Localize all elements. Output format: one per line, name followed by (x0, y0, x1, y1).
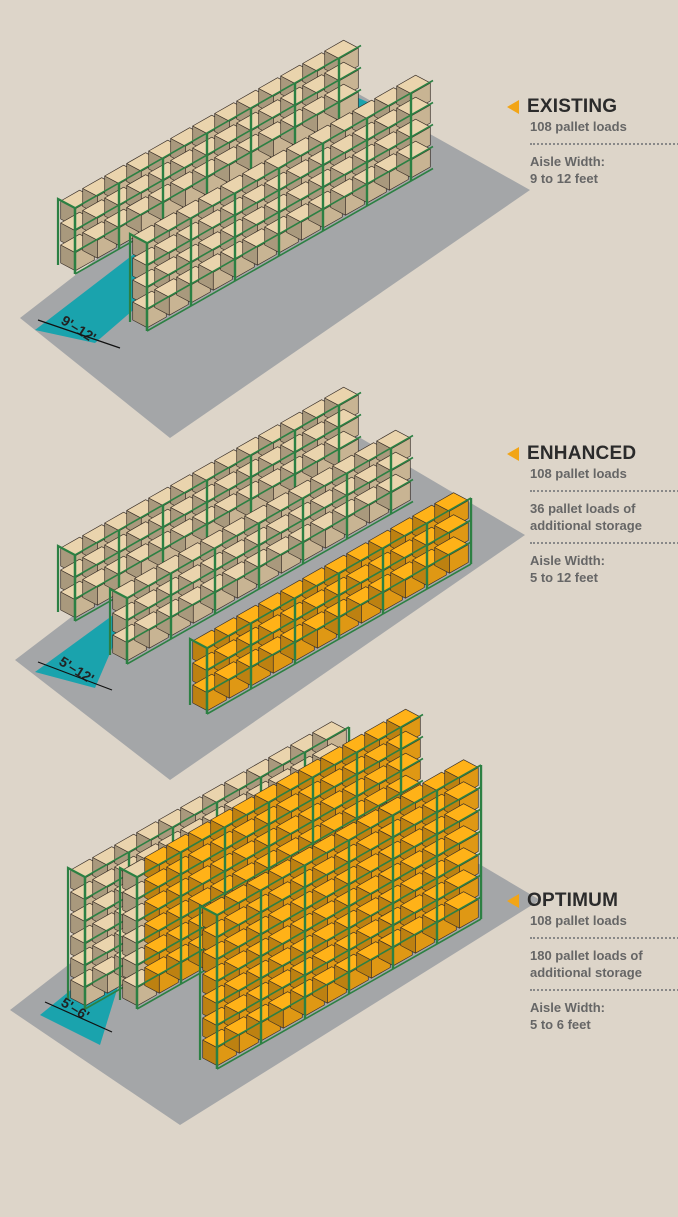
rack-beam (74, 391, 362, 556)
optimum-additional-2: additional storage (530, 965, 642, 980)
rack-beam (216, 874, 482, 1026)
enhanced-panel: ENHANCED 108 pallet loads 36 pallet load… (507, 443, 678, 586)
enhanced-additional-1: 36 pallet loads of (530, 501, 636, 516)
aisle-width-arrow (37, 319, 121, 349)
rack-end-frame (66, 866, 87, 1009)
rack-end-frame (108, 587, 129, 664)
rack-beam (206, 519, 472, 671)
rack-beam (206, 563, 472, 715)
rack-beam (74, 435, 362, 600)
optimum-aisle-label: Aisle Width: (530, 1000, 605, 1015)
rack-beam (136, 757, 424, 922)
existing-heading: EXISTING (507, 96, 678, 118)
optimum-title: OPTIMUM (527, 890, 619, 911)
rack-beam (216, 896, 482, 1048)
existing-panel: EXISTING 108 pallet loads Aisle Width: 9… (507, 96, 678, 187)
enhanced-additional-2: additional storage (530, 518, 642, 533)
optimum-diagram: 5'–6' (10, 708, 540, 1125)
rack-beam (216, 808, 482, 960)
rack-end-frame (198, 904, 219, 1069)
left-arrow-icon (507, 447, 519, 461)
dotted-divider (530, 989, 678, 991)
rack-beam (126, 434, 414, 599)
rack-beam (146, 145, 434, 310)
rack-beam (126, 500, 414, 665)
rack-beam (146, 123, 434, 288)
rack-beam (126, 478, 414, 643)
dotted-divider (530, 542, 678, 544)
aisle-width-arrow (37, 661, 113, 691)
rack-beam (74, 44, 362, 209)
dotted-divider (530, 143, 678, 145)
rack-beam (84, 726, 350, 878)
optimum-pallet-loads: 108 pallet loads (530, 913, 627, 928)
optimum-additional-1: 180 pallet loads of (530, 948, 643, 963)
rack-beam (216, 786, 482, 938)
rack-beam (216, 764, 482, 916)
existing-diagram: 9'–12' (20, 39, 530, 438)
rack-end-frame (188, 637, 209, 714)
rack-beam (146, 167, 434, 332)
left-arrow-icon (507, 894, 519, 908)
rack-beam (216, 918, 482, 1070)
rack-end-frame (56, 197, 77, 274)
rack-end-frame (118, 866, 139, 1009)
enhanced-diagram: 5'–12' (15, 386, 525, 780)
optimum-panel: OPTIMUM 108 pallet loads 180 pallet load… (507, 890, 678, 1033)
existing-aisle-value: 9 to 12 feet (530, 171, 598, 186)
enhanced-title: ENHANCED (527, 443, 637, 464)
rack-beam (74, 66, 362, 231)
enhanced-aisle-label: Aisle Width: (530, 553, 605, 568)
rack-beam (146, 79, 434, 244)
enhanced-heading: ENHANCED (507, 443, 678, 465)
rack-beam (206, 541, 472, 693)
dotted-divider (530, 937, 678, 939)
rack-beam (136, 735, 424, 900)
existing-title: EXISTING (527, 96, 618, 117)
existing-pallet-loads: 108 pallet loads (530, 119, 627, 134)
dotted-divider (530, 490, 678, 492)
aisle-width-arrow (44, 1001, 113, 1033)
optimum-heading: OPTIMUM (507, 890, 678, 912)
existing-aisle-label: Aisle Width: (530, 154, 605, 169)
rack-beam (206, 497, 472, 649)
enhanced-pallet-loads: 108 pallet loads (530, 466, 627, 481)
rack-beam (216, 830, 482, 982)
rack-beam (136, 713, 424, 878)
rack-beam (74, 88, 362, 253)
rack-beam (74, 413, 362, 578)
rack-beam (216, 852, 482, 1004)
left-arrow-icon (507, 100, 519, 114)
rack-beam (126, 456, 414, 621)
rack-end-frame (56, 544, 77, 621)
enhanced-aisle-value: 5 to 12 feet (530, 570, 598, 585)
rack-beam (146, 101, 434, 266)
optimum-aisle-value: 5 to 6 feet (530, 1017, 591, 1032)
rack-end-frame (128, 232, 149, 331)
rack-beam (136, 779, 424, 944)
